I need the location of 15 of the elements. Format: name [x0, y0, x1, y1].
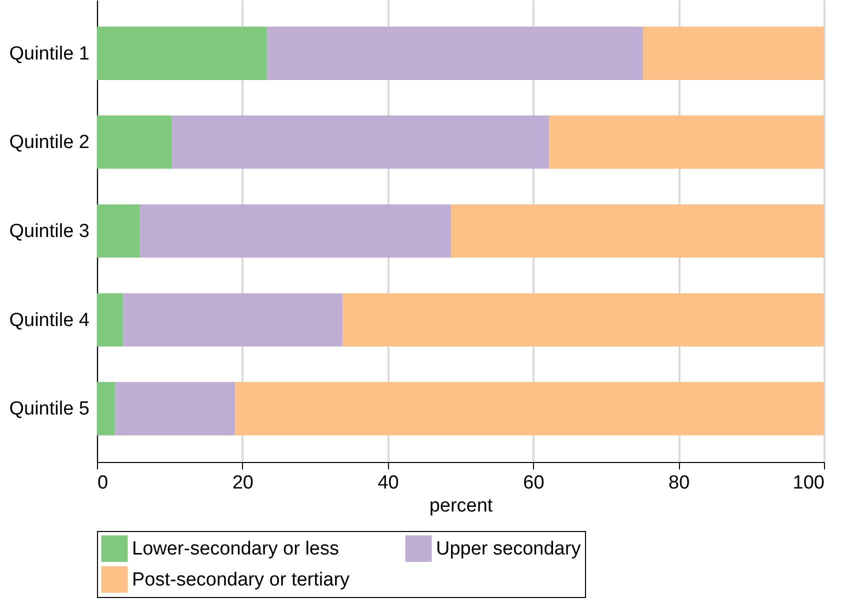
legend-label: Post-secondary or tertiary — [132, 570, 350, 590]
y-tick-label: Quintile 1 — [9, 43, 90, 64]
y-tick-label: Quintile 3 — [9, 221, 90, 242]
x-tick-label: 100 — [792, 472, 824, 494]
legend-label: Upper secondary — [436, 538, 582, 560]
y-tick-label: Quintile 2 — [9, 132, 90, 154]
y-tick-label: Quintile 5 — [9, 398, 90, 420]
legend-label: Lower-secondary or less — [132, 538, 339, 560]
y-tick-label: Quintile 4 — [9, 310, 90, 331]
x-tick-label: 20 — [232, 472, 254, 494]
x-tick-label: 0 — [98, 472, 108, 494]
x-tick-label: 60 — [523, 472, 544, 494]
x-tick-label: 40 — [378, 472, 399, 494]
x-axis-title: percent — [429, 496, 494, 516]
x-tick-label: 80 — [668, 472, 690, 494]
